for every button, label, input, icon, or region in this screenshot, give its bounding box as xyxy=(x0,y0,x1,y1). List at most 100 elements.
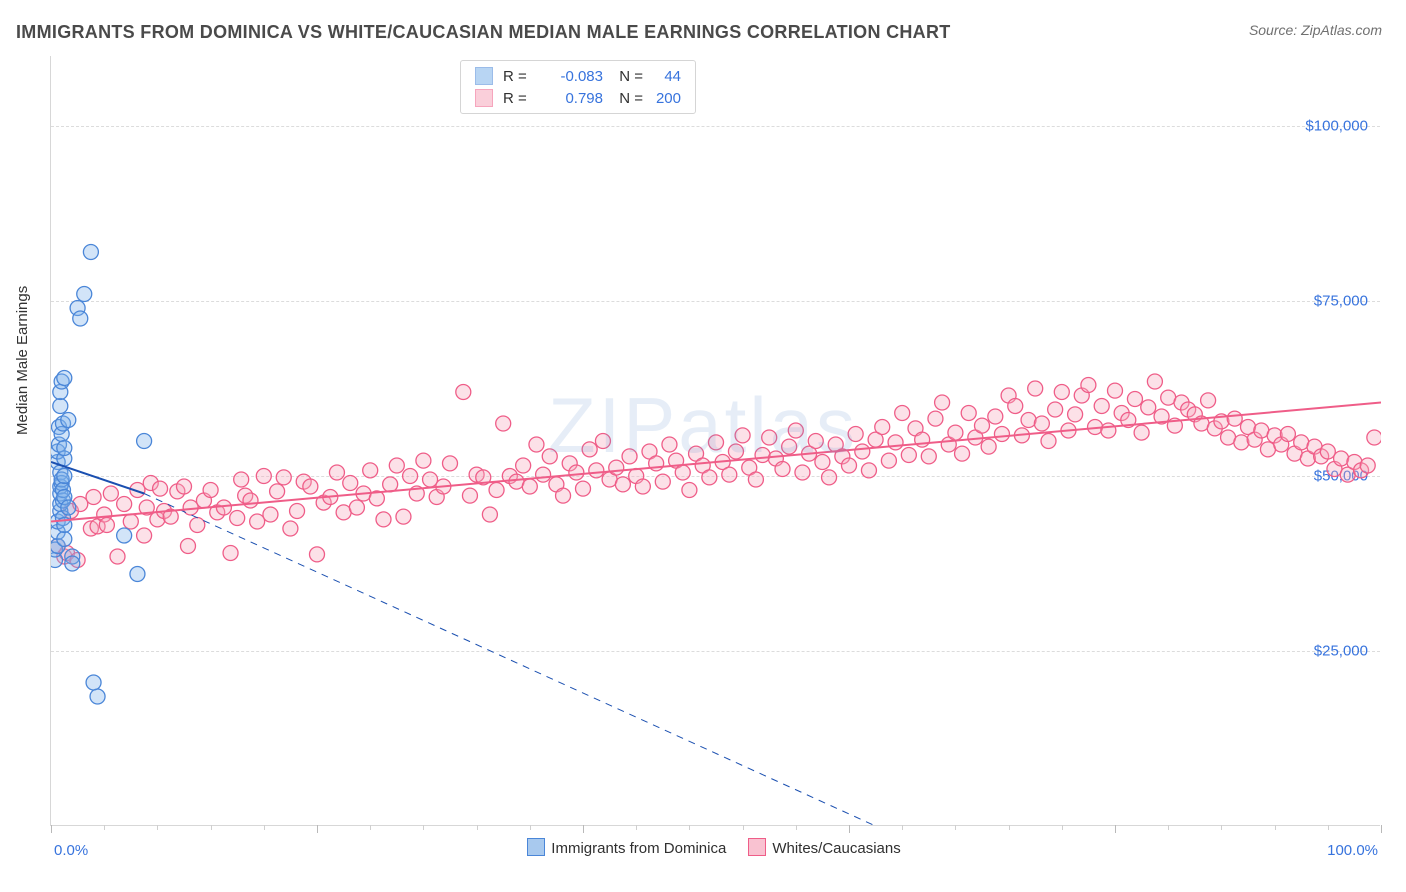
data-point-whites xyxy=(243,493,258,508)
data-point-whites xyxy=(1048,402,1063,417)
x-tick-major xyxy=(1115,825,1116,833)
data-point-whites xyxy=(153,481,168,496)
data-point-whites xyxy=(263,507,278,522)
legend-r-value: 0.798 xyxy=(541,90,603,107)
data-point-whites xyxy=(137,528,152,543)
data-point-whites xyxy=(177,479,192,494)
data-point-whites xyxy=(1367,430,1381,445)
data-point-dominica xyxy=(57,371,72,386)
legend-swatch xyxy=(475,89,493,107)
data-point-dominica xyxy=(90,689,105,704)
legend-n-value: 44 xyxy=(643,68,681,85)
data-point-whites xyxy=(795,465,810,480)
data-point-whites xyxy=(1147,374,1162,389)
legend-row-whites: R =0.798N =200 xyxy=(461,87,695,109)
data-point-whites xyxy=(576,481,591,496)
y-axis-label: Median Male Earnings xyxy=(14,286,31,435)
source-attribution: Source: ZipAtlas.com xyxy=(1249,22,1382,38)
data-point-whites xyxy=(808,434,823,449)
trend-line-dashed-dominica xyxy=(144,494,876,827)
data-point-whites xyxy=(1034,416,1049,431)
data-point-whites xyxy=(556,488,571,503)
data-point-whites xyxy=(655,474,670,489)
data-point-dominica xyxy=(65,556,80,571)
data-point-whites xyxy=(190,518,205,533)
legend-r-label: R = xyxy=(503,68,541,85)
data-point-whites xyxy=(788,423,803,438)
data-point-whites xyxy=(1081,378,1096,393)
data-point-whites xyxy=(901,448,916,463)
data-point-whites xyxy=(443,456,458,471)
data-point-whites xyxy=(928,411,943,426)
data-point-whites xyxy=(1127,392,1142,407)
data-point-whites xyxy=(848,427,863,442)
data-point-whites xyxy=(735,428,750,443)
data-point-whites xyxy=(1280,427,1295,442)
data-point-dominica xyxy=(61,413,76,428)
data-point-whites xyxy=(1094,399,1109,414)
data-point-whites xyxy=(234,472,249,487)
data-point-whites xyxy=(589,463,604,478)
legend-label: Immigrants from Dominica xyxy=(551,840,726,857)
data-point-whites xyxy=(609,460,624,475)
legend-n-label: N = xyxy=(603,90,643,107)
data-point-whites xyxy=(635,479,650,494)
data-point-whites xyxy=(675,465,690,480)
data-point-whites xyxy=(1041,434,1056,449)
legend-swatch xyxy=(748,838,766,856)
legend-n-label: N = xyxy=(603,68,643,85)
data-point-whites xyxy=(203,483,218,498)
data-point-whites xyxy=(489,483,504,498)
data-point-whites xyxy=(496,416,511,431)
data-point-whites xyxy=(988,409,1003,424)
data-point-whites xyxy=(110,549,125,564)
x-tick-major xyxy=(583,825,584,833)
data-point-whites xyxy=(921,449,936,464)
data-point-dominica xyxy=(130,567,145,582)
data-point-whites xyxy=(1334,451,1349,466)
data-point-whites xyxy=(542,449,557,464)
data-point-whites xyxy=(569,465,584,480)
data-point-whites xyxy=(895,406,910,421)
x-tick-major xyxy=(317,825,318,833)
data-point-whites xyxy=(310,547,325,562)
data-point-whites xyxy=(1108,383,1123,398)
data-point-whites xyxy=(270,484,285,499)
data-point-whites xyxy=(855,444,870,459)
legend-r-label: R = xyxy=(503,90,541,107)
chart-title: IMMIGRANTS FROM DOMINICA VS WHITE/CAUCAS… xyxy=(16,22,951,43)
data-point-whites xyxy=(728,444,743,459)
data-point-whites xyxy=(662,437,677,452)
data-point-whites xyxy=(709,435,724,450)
data-point-whites xyxy=(1320,444,1335,459)
data-point-whites xyxy=(888,435,903,450)
series-legend: Immigrants from DominicaWhites/Caucasian… xyxy=(0,838,1406,857)
data-point-whites xyxy=(103,486,118,501)
data-point-whites xyxy=(955,446,970,461)
data-point-whites xyxy=(180,539,195,554)
data-point-whites xyxy=(283,521,298,536)
data-point-whites xyxy=(99,518,114,533)
data-point-whites xyxy=(396,509,411,524)
data-point-whites xyxy=(961,406,976,421)
data-point-whites xyxy=(775,462,790,477)
data-point-whites xyxy=(1201,393,1216,408)
data-point-whites xyxy=(1068,407,1083,422)
data-point-whites xyxy=(1360,458,1375,473)
data-point-whites xyxy=(948,425,963,440)
data-point-dominica xyxy=(77,287,92,302)
data-point-whites xyxy=(1134,425,1149,440)
data-point-whites xyxy=(881,453,896,468)
data-point-whites xyxy=(123,514,138,529)
data-point-whites xyxy=(1141,400,1156,415)
data-point-whites xyxy=(522,479,537,494)
data-point-whites xyxy=(1021,413,1036,428)
data-point-whites xyxy=(329,465,344,480)
data-point-whites xyxy=(622,449,637,464)
data-point-dominica xyxy=(57,469,72,484)
data-point-whites xyxy=(722,467,737,482)
x-tick-major xyxy=(1381,825,1382,833)
data-point-dominica xyxy=(53,399,68,414)
data-point-whites xyxy=(250,514,265,529)
data-point-whites xyxy=(516,458,531,473)
